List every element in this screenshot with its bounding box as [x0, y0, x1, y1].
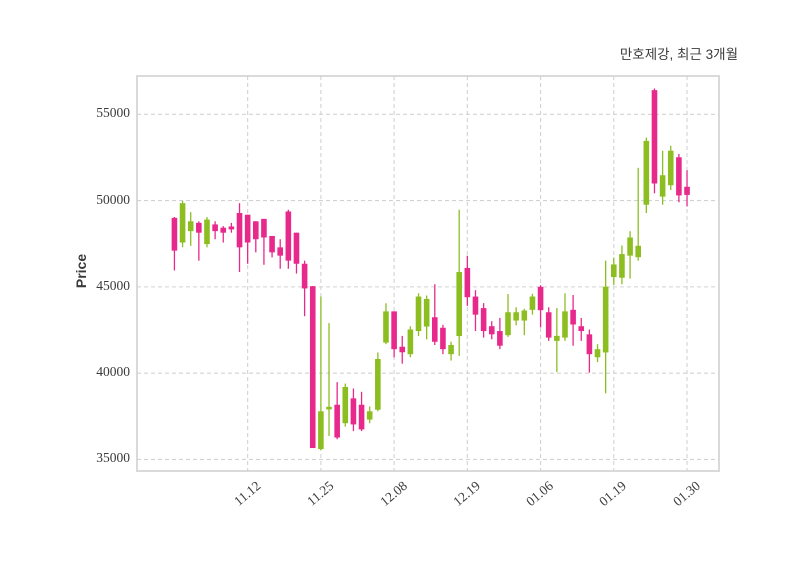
candle-body-down	[350, 398, 357, 425]
candle-body-up	[554, 335, 560, 341]
candle-body-down	[570, 309, 576, 325]
plot-area	[136, 75, 720, 472]
candle-body-up	[179, 203, 186, 243]
candle-body-down	[464, 267, 471, 298]
candle-body-up	[562, 311, 568, 338]
candle-body-down	[480, 308, 487, 332]
candle-body-up	[423, 298, 430, 327]
candle-body-up	[635, 245, 642, 258]
candle-body-up	[415, 296, 422, 332]
candle-body-down	[578, 326, 585, 332]
candle-body-down	[252, 221, 259, 240]
candle-body-down	[651, 90, 658, 184]
candle-body-up	[375, 359, 381, 410]
candle-body-up	[456, 272, 463, 337]
candle-body-up	[342, 386, 349, 424]
candle-body-down	[171, 217, 178, 251]
candle-body-up	[513, 312, 519, 321]
candle-body-down	[228, 226, 235, 230]
candle-body-down	[277, 247, 284, 256]
candle-body-down	[196, 222, 202, 233]
candle-body-down	[309, 286, 316, 449]
candle-body-up	[187, 221, 194, 232]
candle-body-down	[285, 211, 292, 261]
candle-body-up	[594, 349, 601, 358]
candle-body-up	[318, 411, 324, 450]
candle-body-up	[610, 264, 617, 278]
y-tick-label: 50000	[96, 191, 130, 207]
candle-body-up	[529, 296, 536, 310]
candle-body-down	[334, 404, 340, 438]
y-tick-label: 55000	[96, 105, 130, 121]
candle-body-down	[236, 213, 243, 248]
candle-body-down	[301, 263, 308, 289]
candle-body-up	[627, 237, 633, 256]
chart-title: 만호제강, 최근 3개월	[619, 47, 738, 62]
candle-body-down	[293, 232, 300, 264]
candle-body-down	[212, 224, 218, 232]
candle-body-down	[391, 311, 397, 350]
y-tick-label: 40000	[96, 364, 130, 380]
y-tick-label: 35000	[96, 450, 130, 466]
candle-body-down	[431, 317, 438, 342]
candle-body-down	[269, 235, 275, 253]
y-tick-label: 45000	[96, 277, 130, 293]
candle-body-up	[204, 219, 210, 245]
candle-body-down	[488, 326, 495, 335]
candle-body-up	[383, 311, 389, 343]
candle-body-down	[537, 286, 544, 311]
candle-body-down	[545, 312, 552, 338]
candle-body-up	[407, 329, 414, 355]
candle-body-up	[602, 286, 609, 353]
candle-body-down	[684, 186, 690, 195]
candle-body-down	[676, 157, 682, 196]
candle-body-down	[497, 331, 503, 346]
candle-body-down	[472, 296, 479, 315]
candle-body-up	[659, 175, 666, 197]
candle-body-up	[667, 150, 674, 186]
candle-body-down	[244, 214, 251, 243]
candle-body-up	[521, 310, 528, 321]
candle-body-down	[440, 327, 446, 350]
candle-body-up	[505, 312, 511, 336]
candle-body-up	[366, 411, 373, 420]
candle-body-up	[448, 345, 454, 355]
candle-body-down	[399, 346, 406, 353]
candle-body-down	[586, 334, 593, 355]
candle-body-down	[358, 404, 365, 430]
candle-body-up	[326, 406, 332, 410]
candle-body-down	[220, 227, 227, 233]
y-axis-title: Price	[73, 253, 89, 289]
candle-body-down	[261, 218, 267, 238]
candle-body-up	[619, 254, 625, 278]
candle-body-up	[643, 140, 650, 205]
